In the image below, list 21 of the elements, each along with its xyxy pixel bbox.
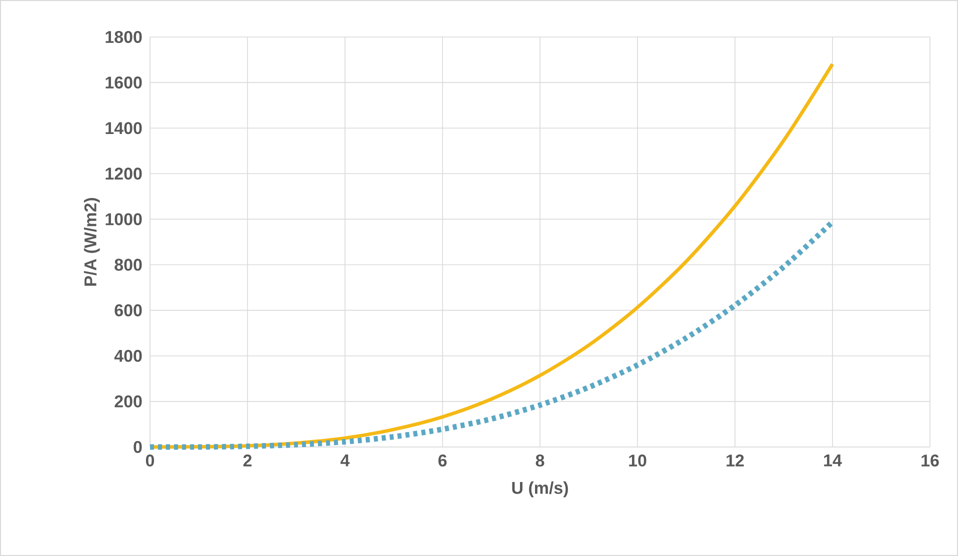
x-tick-label: 2	[243, 454, 252, 466]
x-tick-label: 6	[438, 454, 447, 467]
y-tick-label: 1000	[106, 213, 142, 226]
y-tick-label: 200	[114, 395, 142, 408]
x-axis-title: U (m/s)	[512, 481, 568, 498]
x-tick-label: 8	[536, 454, 544, 467]
y-tick-label: 1800	[106, 30, 142, 44]
y-axis-title: P/A (W/m2)	[84, 198, 100, 286]
x-tick-label: 14	[824, 454, 842, 466]
y-tick-label: 1600	[106, 76, 142, 89]
y-tick-label: 1200	[106, 168, 142, 180]
y-tick-label: 0	[134, 440, 142, 454]
x-tick-label: 10	[629, 454, 646, 467]
x-tick-label: 0	[146, 454, 154, 467]
x-tick-label: 16	[922, 454, 939, 467]
y-tick-label: 1400	[106, 122, 142, 134]
y-tick-label: 600	[114, 304, 142, 316]
y-tick-label: 400	[114, 350, 142, 362]
y-tick-label: 800	[114, 258, 142, 271]
x-tick-label: 12	[726, 454, 744, 466]
x-tick-label: 4	[340, 454, 350, 466]
